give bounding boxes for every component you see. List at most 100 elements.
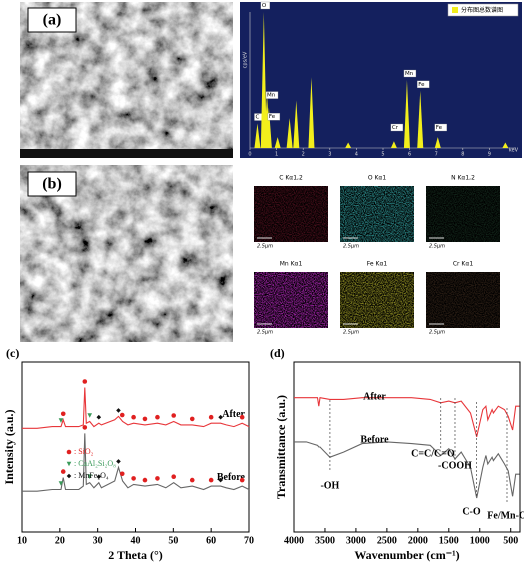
spectrum-peak xyxy=(254,123,261,148)
map-label: Fe Kα1 xyxy=(367,261,388,268)
x-tick-label: 50 xyxy=(168,535,178,546)
spectrum-peak xyxy=(502,142,509,148)
scale-label: 2.5μm xyxy=(343,244,359,250)
data-line xyxy=(294,397,520,437)
map-label: Cr Kα1 xyxy=(453,261,473,268)
phase-marker xyxy=(66,449,72,455)
x-tick-label: 1000 xyxy=(470,535,490,546)
phase-marker xyxy=(116,459,121,464)
peak-label-box xyxy=(403,69,417,78)
x-tick-label: 6 xyxy=(408,152,411,158)
panel-label: (a) xyxy=(43,12,62,29)
x-tick-label: 1500 xyxy=(439,535,459,546)
map-noise xyxy=(340,186,414,242)
spectrum-peak xyxy=(265,107,272,148)
sem-info-bar xyxy=(20,149,233,158)
phase-marker xyxy=(96,474,102,479)
x-tick-label: 3 xyxy=(328,152,331,158)
label-box xyxy=(27,7,77,33)
peak-label: Fe xyxy=(418,82,425,88)
phase-marker xyxy=(189,477,195,483)
annotation-label: Fe/Mn-O xyxy=(487,510,524,521)
peak-label-box xyxy=(267,113,281,121)
spectrum-peak xyxy=(403,80,410,148)
peak-label: Fe xyxy=(269,114,276,120)
annotation-label: -COOH xyxy=(438,460,472,471)
phase-marker xyxy=(82,379,88,384)
x-tick-label: 2 xyxy=(302,152,305,158)
phase-marker xyxy=(87,413,93,418)
map-noise xyxy=(254,272,328,328)
legend-label: : SiO₂ xyxy=(74,447,94,456)
map-noise xyxy=(426,272,500,328)
annotation-label: C-O xyxy=(462,506,481,517)
series-label: Before xyxy=(217,472,246,483)
peak-label: Mn xyxy=(267,93,276,99)
phase-marker xyxy=(96,414,102,420)
phase-marker xyxy=(171,474,177,480)
x-tick-label: 2000 xyxy=(408,535,428,546)
peak-label-box xyxy=(390,123,404,132)
phase-marker xyxy=(58,418,64,423)
panel-label: (c) xyxy=(6,346,19,360)
x-tick-label: 9 xyxy=(488,152,491,158)
phase-marker xyxy=(60,411,66,417)
legend-label: : CaAl₂Si₂O₈ xyxy=(74,459,116,468)
legend-box xyxy=(447,3,519,17)
peak-label: O xyxy=(262,3,267,9)
phase-marker xyxy=(171,413,177,418)
series-label: After xyxy=(222,409,245,420)
phase-marker xyxy=(58,481,64,486)
x-tick-label: 2500 xyxy=(377,535,397,546)
phase-marker xyxy=(189,416,195,422)
x-tick-label: 10 xyxy=(17,535,27,546)
map-label: N Kα1,2 xyxy=(451,175,475,182)
data-line xyxy=(22,387,250,429)
x-tick-label: 500 xyxy=(503,535,518,546)
scale-label: 2.5μm xyxy=(429,244,445,250)
x-axis-label: keV xyxy=(509,148,519,154)
peak-label: C xyxy=(255,115,259,121)
phase-marker xyxy=(239,477,245,483)
spectrum-peak xyxy=(390,141,397,148)
phase-marker xyxy=(66,473,72,479)
spectrum-peak xyxy=(274,137,281,148)
series-label: Before xyxy=(360,434,389,445)
phase-marker xyxy=(131,414,136,420)
phase-marker xyxy=(208,477,214,483)
phase-marker xyxy=(142,477,148,483)
plot-frame xyxy=(21,361,250,533)
y-axis-label: Intensity (a.u.) xyxy=(2,409,16,484)
phase-marker xyxy=(66,461,72,467)
y-axis-label: Transmittance (a.u.) xyxy=(274,395,288,499)
y-axis-label: cps/eV xyxy=(243,51,249,68)
map-noise xyxy=(254,186,328,242)
x-tick-label: 7 xyxy=(435,152,438,158)
phase-marker xyxy=(116,408,121,413)
scale-label: 2.5μm xyxy=(429,330,445,336)
x-tick-label: 1 xyxy=(275,152,278,158)
peak-label: Fe xyxy=(436,125,443,131)
scale-label: 2.5μm xyxy=(257,330,273,336)
scale-label: 2.5μm xyxy=(343,330,359,336)
spectrum-peak xyxy=(345,142,352,148)
legend-label: : MnFe₂O₄ xyxy=(74,471,109,480)
phase-marker xyxy=(119,412,125,418)
x-tick-label: 60 xyxy=(206,535,216,546)
x-tick-label: 3500 xyxy=(315,535,335,546)
x-tick-label: 40 xyxy=(131,535,141,546)
x-tick-label: 3000 xyxy=(346,535,366,546)
x-tick-label: 20 xyxy=(55,535,65,546)
spectrum-peak xyxy=(293,100,300,148)
annotation-label: -OH xyxy=(320,480,339,491)
phase-marker xyxy=(82,425,88,430)
plot-frame xyxy=(293,361,521,533)
label-box xyxy=(27,171,77,197)
peak-label: Mn xyxy=(405,71,414,77)
phase-marker xyxy=(60,469,66,474)
x-tick-label: 4 xyxy=(355,152,358,158)
x-tick-label: 70 xyxy=(244,535,254,546)
legend-label: 分布图总数谱图 xyxy=(461,6,503,14)
